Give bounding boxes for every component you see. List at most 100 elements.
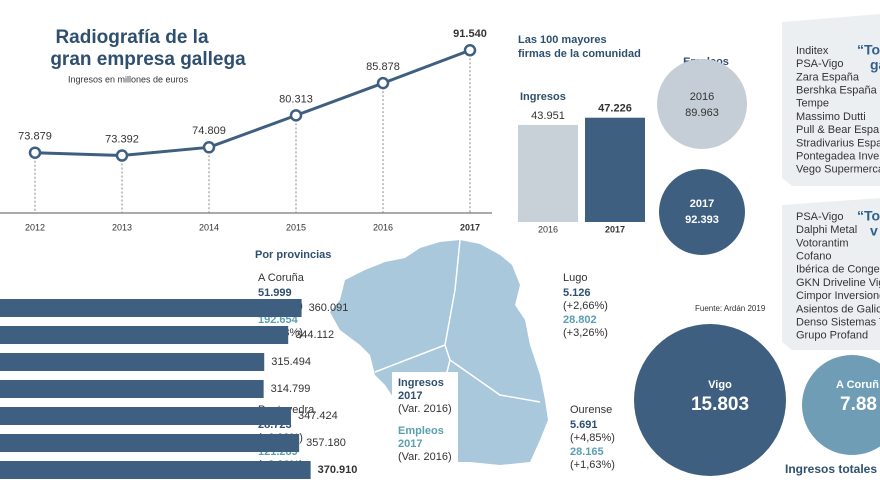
legend-text: (Var. 2016) (398, 451, 452, 463)
list-item: Zara España (796, 71, 860, 83)
province-ingresos: 51.999 (258, 287, 292, 299)
x-tick-label: 2016 (538, 224, 558, 234)
point (115, 149, 129, 162)
province-var: (+1,63%) (570, 459, 615, 471)
value-label: 314.799 (271, 383, 311, 395)
total-name: Vigo (708, 379, 732, 391)
bar (0, 461, 311, 479)
list-item: Votorantim (796, 237, 849, 249)
list-item: PSA-Vigo (796, 211, 844, 223)
bar (0, 326, 289, 344)
list-header: v (870, 223, 878, 239)
list-item: Asientos de Galici (796, 303, 880, 315)
value-label: 85.878 (366, 61, 400, 73)
empleos-value: 92.393 (685, 214, 719, 226)
list-box (782, 14, 880, 186)
list-header: “To (857, 208, 880, 224)
province-name: Lugo (563, 272, 587, 284)
list-item: Cofano (796, 251, 831, 263)
list-item: Grupo Profand (796, 330, 868, 342)
value-label: 73.392 (105, 133, 139, 145)
list-header: “To (857, 42, 880, 58)
value-label: 91.540 (453, 28, 487, 40)
empleos-circle (657, 59, 747, 149)
list-item: Tempe (796, 98, 829, 110)
bar (0, 407, 291, 425)
total-name: A Coruñ (836, 379, 879, 391)
province-var: (+4,85%) (570, 432, 615, 444)
value-label: 360.091 (309, 302, 349, 314)
total-circle (802, 355, 880, 455)
list-header: ga (870, 57, 880, 73)
empleos-year: 2017 (690, 198, 714, 210)
value-label: 80.313 (279, 93, 313, 105)
x-tick-label: 2014 (199, 222, 219, 232)
province-empleos: 28.165 (570, 446, 604, 458)
empleos-value: 89.963 (685, 107, 719, 119)
point (28, 146, 42, 159)
list-box (782, 198, 880, 350)
list-item: PSA-Vigo (796, 58, 844, 70)
bar (0, 434, 300, 452)
point (463, 44, 477, 57)
list-item: Ibérica de Congela (796, 264, 880, 276)
legend-text: 2017 (398, 390, 422, 402)
bar (0, 380, 264, 398)
bar (518, 124, 578, 222)
legend-box (392, 372, 458, 468)
bar (0, 299, 302, 317)
value-label: 344.112 (295, 329, 334, 341)
total-value: 15.803 (691, 394, 749, 415)
value-label: 74.809 (192, 125, 226, 137)
list-item: Bershka España (796, 85, 878, 97)
x-tick-label: 2015 (286, 222, 306, 232)
point (376, 76, 390, 90)
section-title: firmas de la comunidad (518, 48, 641, 60)
province-name: Ourense (570, 404, 612, 416)
title-line: Radiografía de la (55, 27, 209, 48)
map-title: Por provincias (255, 249, 331, 261)
list-item: Pontegadea Inve (796, 151, 879, 163)
value-label: 347.424 (298, 410, 338, 422)
bar (585, 117, 645, 222)
line (34, 48, 471, 158)
total-circle (634, 324, 786, 476)
list-item: Dalphi Metal (796, 224, 857, 236)
legend-text: 2017 (398, 438, 422, 450)
title-line: gran empresa gallega (50, 49, 246, 70)
list-item: GKN Driveline Vig (796, 277, 880, 289)
empleos-circle (659, 169, 745, 255)
list-item: Cimpor Inversione (796, 290, 880, 302)
point (202, 141, 216, 154)
totals-title: Ingresos totales (785, 462, 877, 476)
value-label: 47.226 (598, 103, 632, 115)
province-ingresos: 5.691 (570, 419, 598, 431)
province-var: (+2,66%) (563, 300, 608, 312)
list-item: Denso Sistemas T (796, 317, 880, 329)
subtitle: Ingresos en millones de euros (68, 74, 189, 84)
total-value: 7.88 (840, 394, 877, 415)
point (289, 109, 303, 122)
empleos-year: 2016 (690, 91, 714, 103)
list-item: Massimo Dutti (796, 111, 866, 123)
province-ingresos: 5.126 (563, 287, 591, 299)
list-item: Pull & Bear Espa (796, 124, 880, 136)
value-label: 73.879 (18, 131, 52, 143)
bar-title: Ingresos (520, 91, 566, 103)
province-empleos: 28.802 (563, 314, 597, 326)
bar (0, 353, 265, 371)
list-item: Stradivarius Espa (796, 137, 880, 149)
list-item: Vego Supermerca (796, 164, 880, 176)
source: Fuente: Ardán 2019 (695, 304, 766, 313)
province-name: A Coruña (258, 272, 305, 284)
province-var: (+3,26%) (563, 327, 608, 339)
x-tick-label: 2017 (605, 224, 625, 234)
value-label: 370.910 (318, 464, 358, 476)
x-tick-label: 2013 (112, 222, 132, 232)
x-tick-label: 2012 (25, 222, 45, 232)
value-label: 43.951 (531, 110, 565, 122)
section-title: Las 100 mayores (518, 34, 607, 46)
value-label: 357.180 (306, 437, 346, 449)
